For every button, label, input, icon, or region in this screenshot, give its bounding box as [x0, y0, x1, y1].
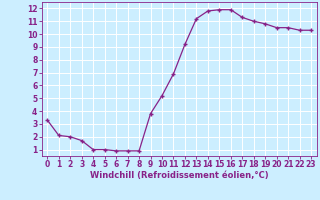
- X-axis label: Windchill (Refroidissement éolien,°C): Windchill (Refroidissement éolien,°C): [90, 171, 268, 180]
